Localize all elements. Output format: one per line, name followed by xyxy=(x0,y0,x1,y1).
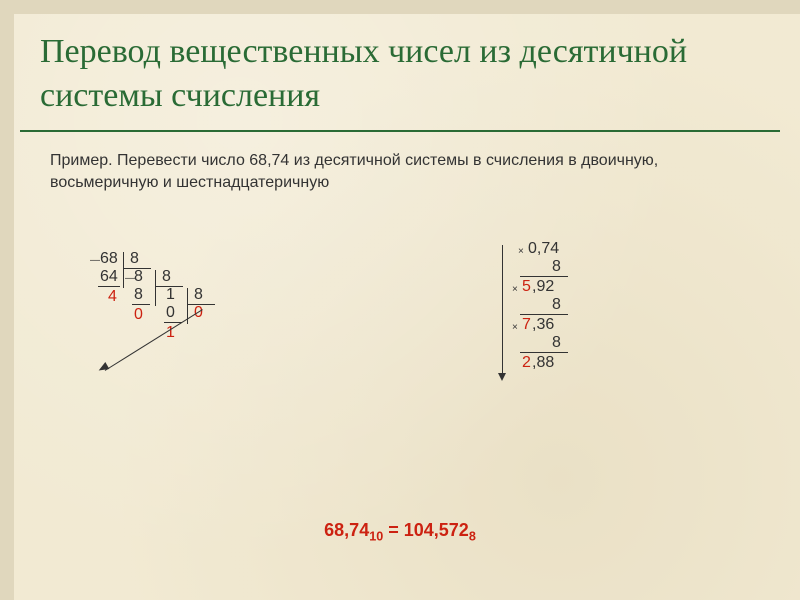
result-text: 68,7410 = 104,5728 xyxy=(0,520,800,544)
mult-line-1 xyxy=(520,276,568,277)
mult-x2: × xyxy=(512,284,518,295)
div-arrow xyxy=(105,309,203,371)
mult-arrowhead xyxy=(498,373,506,381)
mult-line-2 xyxy=(520,314,568,315)
div-d3b: 0 xyxy=(166,304,175,322)
slide-title: Перевод вещественных чисел из десятичной… xyxy=(40,30,740,118)
mult-p3r: ,88 xyxy=(532,354,554,372)
result-right-sub: 8 xyxy=(469,530,476,544)
mult-x3: × xyxy=(512,322,518,333)
div-vline-2 xyxy=(155,270,156,306)
mult-arrow-line xyxy=(502,245,503,375)
mult-b1: 8 xyxy=(552,258,561,276)
mult-calc: × 0,74 8 × 5 ,92 8 × 7 ,36 8 2 ,88 xyxy=(520,240,640,440)
slide-border-top xyxy=(0,0,800,14)
result-left: 68,74 xyxy=(324,520,369,540)
result-left-sub: 10 xyxy=(369,530,383,544)
div-q1: 8 xyxy=(130,250,139,268)
mult-b3: 8 xyxy=(552,334,561,352)
result-mid: = 104,572 xyxy=(383,520,469,540)
title-underline xyxy=(20,130,780,132)
div-d1: 68 xyxy=(100,250,118,268)
mult-p2r: ,36 xyxy=(532,316,554,334)
mult-p1d: 5 xyxy=(522,278,531,296)
mult-x1: × xyxy=(518,246,524,257)
div-r1: 4 xyxy=(108,288,117,306)
div-d3: 1 xyxy=(166,286,175,304)
div-d2b: 8 xyxy=(134,286,143,304)
div-q3: 8 xyxy=(194,286,203,304)
mult-p3d: 2 xyxy=(522,354,531,372)
div-q2: 8 xyxy=(162,268,171,286)
mult-p2d: 7 xyxy=(522,316,531,334)
div-uline-2 xyxy=(132,304,150,305)
mult-p1r: ,92 xyxy=(532,278,554,296)
div-r2: 0 xyxy=(134,306,143,324)
div-d2: 8 xyxy=(134,268,143,286)
div-uline-1 xyxy=(98,286,120,287)
division-calc: — 68 8 64 4 — 8 8 8 0 1 8 0 1 0 xyxy=(90,250,350,430)
mult-m0: 0,74 xyxy=(528,240,559,258)
div-vline-1 xyxy=(123,252,124,288)
mult-b2: 8 xyxy=(552,296,561,314)
mult-line-3 xyxy=(520,352,568,353)
example-text: Пример. Перевести число 68,74 из десятич… xyxy=(50,150,750,195)
div-d1b: 64 xyxy=(100,268,118,286)
div-minus-1: — xyxy=(90,255,100,266)
slide-border-left xyxy=(0,0,14,600)
div-arrowhead xyxy=(97,362,110,374)
